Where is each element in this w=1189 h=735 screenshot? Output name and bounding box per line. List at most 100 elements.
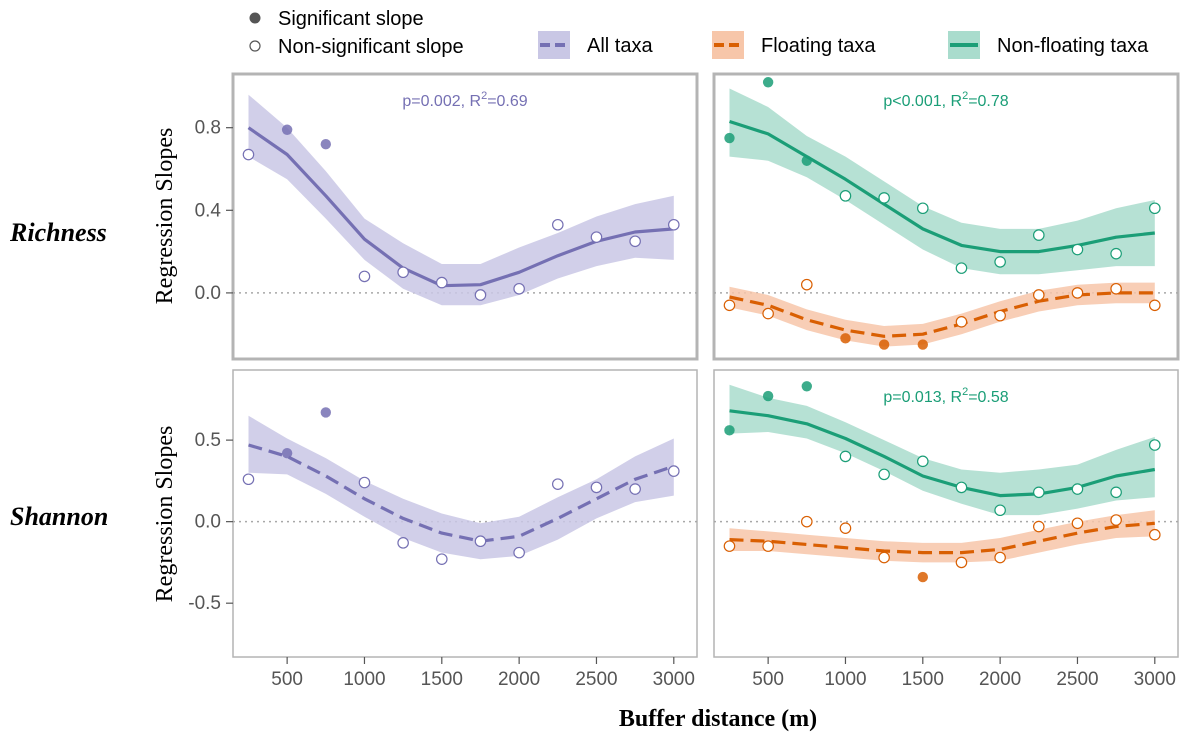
all-taxa-nonsignificant-point (242, 473, 255, 486)
non-floating-taxa-confidence-band (729, 88, 1155, 275)
y-tick-label: 0.4 (195, 200, 222, 221)
floating-taxa-nonsignificant-point (1071, 287, 1084, 299)
non-floating-taxa-nonsignificant-point (1033, 229, 1045, 241)
floating-taxa-nonsignificant-point (723, 540, 736, 552)
regression-annotation: p=0.002, R2=0.69 (402, 90, 527, 110)
all-taxa-significant-point (281, 447, 293, 459)
y-axis-label-top: Regression Slopes (152, 128, 178, 305)
x-tick-label: 3000 (653, 669, 695, 690)
non-floating-taxa-nonsignificant-point (955, 262, 968, 274)
non-floating-taxa-nonsignificant-point (1149, 439, 1161, 451)
all-taxa-significant-point (281, 124, 293, 135)
floating-taxa-nonsignificant-point (762, 540, 774, 552)
non-floating-taxa-nonsignificant-point (878, 468, 890, 481)
x-tick-label: 2500 (1056, 669, 1098, 690)
non-floating-taxa-nonsignificant-point (916, 202, 929, 215)
all-taxa-nonsignificant-point (242, 148, 255, 161)
non-floating-taxa-nonsignificant-point (1110, 486, 1122, 499)
y-axis-label-bottom: Regression Slopes (152, 426, 178, 603)
non-floating-taxa-significant-point (724, 132, 735, 144)
floating-taxa-nonsignificant-point (878, 551, 890, 564)
floating-taxa-significant-point (917, 571, 928, 583)
floating-taxa-nonsignificant-point (955, 316, 968, 328)
legend-all-taxa-label: All taxa (587, 35, 653, 57)
x-tick-label: 500 (271, 669, 303, 690)
x-tick-label: 1500 (421, 669, 463, 690)
floating-taxa-significant-point (840, 333, 851, 344)
all-taxa-nonsignificant-point (397, 266, 409, 279)
regression-annotation: p<0.001, R2=0.78 (883, 90, 1008, 110)
floating-taxa-nonsignificant-point (1149, 528, 1161, 541)
x-tick-label: 2500 (575, 669, 617, 690)
non-floating-taxa-nonsignificant-point (839, 450, 852, 463)
panels: p=0.002, R2=0.69 0.0 0.4 0.8 p<0.001, R2=0.7… (188, 72, 1180, 690)
panel-shannon-all-taxa: -0.5 0.0 0.5 500 1000 1500 2000 2500 3000 (188, 369, 698, 690)
all-taxa-nonsignificant-point (551, 478, 564, 490)
floating-taxa-fit-line (729, 291, 1155, 338)
x-tick-label: 1000 (824, 669, 866, 690)
non-floating-taxa-nonsignificant-point (1110, 247, 1122, 260)
all-taxa-nonsignificant-point (358, 476, 371, 489)
floating-taxa-significant-point (878, 339, 890, 350)
all-taxa-fit-line (248, 443, 675, 543)
non-floating-taxa-fit-line (729, 409, 1156, 498)
legend-nonsignificant-label: Non-significant slope (278, 36, 464, 58)
non-floating-taxa-confidence-band (729, 384, 1155, 516)
all-taxa-confidence-band (248, 415, 674, 560)
non-floating-taxa-nonsignificant-point (878, 192, 890, 204)
x-tick-label: 2000 (979, 669, 1021, 690)
non-floating-taxa-nonsignificant-point (1149, 202, 1161, 215)
floating-taxa-nonsignificant-point (800, 515, 813, 528)
all-taxa-nonsignificant-point (435, 553, 448, 565)
all-taxa-nonsignificant-point (474, 535, 487, 548)
panel-shannon-by-floating: p=0.013, R2=0.58 500 1000 1500 2000 2500 3000 (713, 369, 1179, 690)
legend-nonsignificant-marker (249, 40, 261, 52)
non-floating-taxa-fit-line (729, 119, 1155, 254)
row-label-shannon: Shannon (10, 502, 108, 531)
non-floating-taxa-nonsignificant-point (994, 504, 1006, 517)
all-taxa-nonsignificant-point (513, 282, 525, 295)
y-tick-label: -0.5 (188, 593, 221, 614)
floating-taxa-nonsignificant-point (1033, 289, 1045, 301)
all-taxa-nonsignificant-point (358, 270, 371, 283)
non-floating-taxa-nonsignificant-point (955, 481, 968, 494)
all-taxa-nonsignificant-point (667, 465, 680, 477)
floating-taxa-nonsignificant-point (1071, 517, 1084, 530)
floating-taxa-nonsignificant-point (994, 309, 1006, 322)
x-axis-label: Buffer distance (m) (619, 706, 817, 732)
floating-taxa-nonsignificant-point (762, 307, 774, 320)
x-tick-label: 2000 (498, 669, 540, 690)
x-tick-label: 500 (752, 669, 784, 690)
all-taxa-nonsignificant-point (590, 481, 603, 494)
floating-taxa-confidence-band (729, 282, 1155, 347)
panel-frame (232, 369, 698, 658)
x-tick-label: 1000 (343, 669, 385, 690)
floating-taxa-nonsignificant-point (1110, 282, 1122, 295)
y-tick-label: 0.0 (195, 512, 221, 533)
y-tick-label: 0.0 (195, 283, 221, 304)
non-floating-taxa-nonsignificant-point (994, 256, 1006, 268)
panel-richness-all-taxa: p=0.002, R2=0.69 0.0 0.4 0.8 (195, 72, 699, 361)
floating-taxa-nonsignificant-point (955, 556, 968, 569)
floating-taxa-nonsignificant-point (1110, 514, 1122, 526)
legend-nonfloating-taxa-label: Non-floating taxa (997, 35, 1149, 57)
x-tick-label: 3000 (1134, 669, 1176, 690)
all-taxa-nonsignificant-point (551, 218, 564, 231)
all-taxa-nonsignificant-point (397, 537, 409, 549)
floating-taxa-nonsignificant-point (1033, 520, 1045, 533)
floating-taxa-fit-line (729, 521, 1155, 555)
non-floating-taxa-significant-point (801, 155, 812, 166)
floating-taxa-nonsignificant-point (994, 551, 1006, 564)
non-floating-taxa-nonsignificant-point (1033, 486, 1045, 499)
floating-taxa-significant-point (917, 339, 928, 350)
non-floating-taxa-significant-point (762, 77, 774, 88)
x-tick-label: 1500 (902, 669, 944, 690)
all-taxa-significant-point (320, 407, 331, 418)
all-taxa-nonsignificant-point (629, 483, 641, 495)
floating-taxa-nonsignificant-point (800, 278, 813, 291)
regression-annotation: p=0.013, R2=0.58 (883, 386, 1008, 406)
all-taxa-nonsignificant-point (629, 235, 641, 248)
all-taxa-nonsignificant-point (435, 276, 448, 289)
non-floating-taxa-nonsignificant-point (916, 455, 929, 468)
